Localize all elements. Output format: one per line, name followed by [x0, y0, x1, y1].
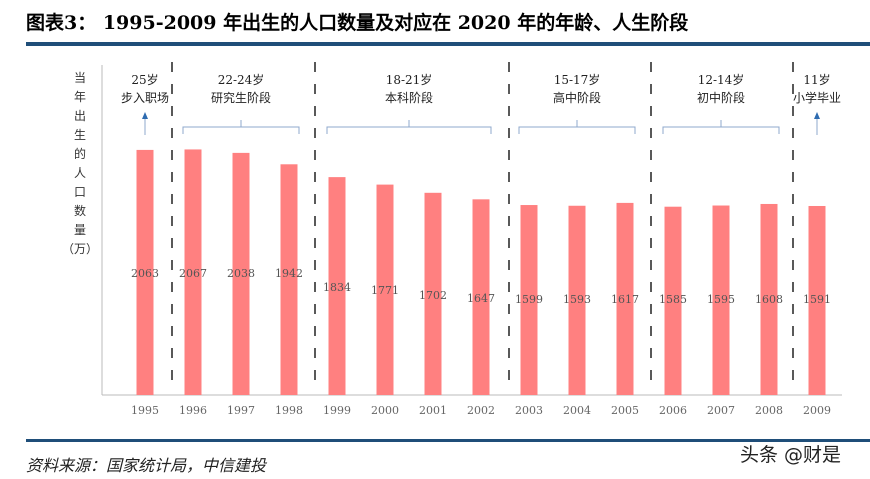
arrow-up-icon — [142, 112, 148, 119]
x-tick-label: 2003 — [515, 404, 543, 417]
group-stage-label: 本科阶段 — [385, 90, 433, 105]
group-stage-label: 研究生阶段 — [211, 90, 271, 105]
group-bracket — [182, 120, 300, 134]
y-axis-label-char: 量 — [74, 223, 86, 237]
bar-1999 — [328, 177, 346, 395]
x-tick-label: 2004 — [563, 404, 591, 417]
bar-2001 — [424, 192, 442, 395]
group-bracket — [662, 120, 780, 134]
data-label: 2038 — [227, 267, 255, 280]
group-age-label: 12-14岁 — [698, 72, 745, 87]
y-axis-label-char: 生 — [74, 128, 86, 142]
bar-1998 — [280, 164, 298, 395]
bar-2004 — [568, 205, 586, 395]
y-axis-label-char: 口 — [74, 185, 86, 199]
data-label: 1942 — [275, 267, 303, 280]
arrow-up-icon — [814, 112, 820, 119]
x-tick-label: 2005 — [611, 404, 639, 417]
data-label: 1702 — [419, 289, 447, 302]
data-label: 1608 — [755, 293, 783, 306]
bar-2000 — [376, 184, 394, 395]
footer-rule — [26, 439, 870, 442]
group-age-label: 18-21岁 — [386, 72, 433, 87]
x-tick-label: 2008 — [755, 404, 783, 417]
x-tick-label: 1996 — [179, 404, 207, 417]
data-label: 2067 — [179, 267, 207, 280]
bar-1995 — [136, 149, 154, 395]
group-age-label: 25岁 — [131, 72, 158, 87]
data-label: 2063 — [131, 267, 159, 280]
y-axis-label-char: 当 — [74, 71, 86, 85]
bar-2003 — [520, 205, 538, 395]
group-age-label: 11岁 — [803, 72, 830, 87]
y-axis-label-char: （万） — [62, 242, 98, 256]
x-tick-label: 1999 — [323, 404, 351, 417]
data-label: 1595 — [707, 293, 735, 306]
chart-title: 图表3： 1995-2009 年出生的人口数量及对应在 2020 年的年龄、人生… — [26, 12, 689, 34]
bar-2006 — [664, 206, 682, 395]
bar-2005 — [616, 202, 634, 395]
data-label: 1617 — [611, 293, 639, 306]
group-stage-label: 高中阶段 — [553, 90, 601, 105]
group-stage-label: 小学毕业 — [793, 90, 841, 105]
x-tick-label: 1997 — [227, 404, 255, 417]
group-bracket — [326, 120, 492, 134]
y-axis-label-char: 的 — [74, 146, 86, 161]
data-label: 1585 — [659, 293, 687, 306]
data-label: 1591 — [803, 293, 831, 306]
group-stage-label: 步入职场 — [121, 91, 169, 105]
group-stage-label: 初中阶段 — [697, 90, 745, 105]
x-tick-label: 1995 — [131, 404, 159, 417]
bar-2002 — [472, 199, 490, 395]
x-tick-label: 2001 — [419, 404, 447, 417]
watermark: 头条 @财是 — [740, 444, 842, 466]
data-label: 1771 — [371, 284, 399, 297]
bar-1997 — [232, 152, 250, 395]
x-tick-label: 2006 — [659, 404, 687, 417]
bar-2009 — [808, 205, 826, 395]
group-age-label: 15-17岁 — [554, 72, 601, 87]
x-tick-label: 2007 — [707, 404, 735, 417]
group-age-label: 22-24岁 — [218, 72, 265, 87]
group-bracket — [518, 120, 636, 134]
title-rule — [26, 42, 870, 46]
x-tick-label: 2000 — [371, 404, 399, 417]
data-label: 1834 — [323, 281, 351, 294]
data-label: 1593 — [563, 293, 591, 306]
bar-1996 — [184, 149, 202, 395]
x-tick-label: 1998 — [275, 404, 303, 417]
y-axis-label-char: 人 — [74, 166, 86, 180]
data-label: 1647 — [467, 292, 495, 305]
bar-2007 — [712, 205, 730, 395]
bar-2008 — [760, 203, 778, 395]
data-label: 1599 — [515, 293, 543, 306]
x-tick-label: 2002 — [467, 404, 495, 417]
source-note: 资料来源：国家统计局，中信建投 — [26, 456, 267, 475]
y-axis-label-char: 年 — [74, 90, 86, 104]
x-tick-label: 2009 — [803, 404, 831, 417]
y-axis-label-char: 出 — [74, 109, 86, 123]
y-axis-label-char: 数 — [74, 203, 86, 218]
